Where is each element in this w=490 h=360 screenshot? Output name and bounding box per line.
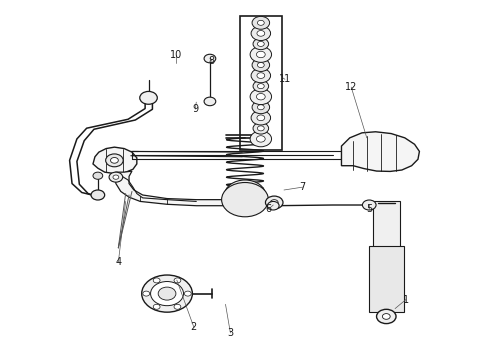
Circle shape [140, 91, 157, 104]
Text: 3: 3 [227, 328, 233, 338]
Circle shape [257, 115, 265, 121]
Circle shape [91, 190, 105, 200]
Circle shape [266, 196, 283, 209]
Text: 11: 11 [279, 74, 291, 84]
Circle shape [109, 172, 122, 182]
Circle shape [382, 314, 390, 319]
Circle shape [204, 54, 216, 63]
Circle shape [363, 200, 376, 210]
Circle shape [250, 89, 271, 104]
Circle shape [270, 200, 278, 205]
Circle shape [153, 304, 160, 309]
Circle shape [251, 111, 270, 125]
Text: 10: 10 [170, 50, 182, 60]
Bar [240, 16, 282, 150]
Circle shape [174, 278, 181, 283]
Circle shape [158, 287, 176, 300]
Circle shape [113, 175, 119, 179]
Circle shape [256, 94, 265, 100]
Bar [373, 202, 400, 249]
Circle shape [250, 131, 271, 147]
Text: 6: 6 [265, 204, 271, 214]
Text: 4: 4 [115, 257, 122, 267]
Circle shape [184, 291, 191, 296]
Text: 2: 2 [191, 322, 197, 332]
Circle shape [142, 275, 193, 312]
Circle shape [257, 31, 265, 36]
Polygon shape [342, 132, 419, 171]
Circle shape [224, 180, 266, 210]
Circle shape [221, 183, 269, 217]
Circle shape [93, 172, 103, 179]
Polygon shape [115, 171, 278, 206]
Text: 8: 8 [209, 57, 215, 66]
Text: 1: 1 [403, 295, 409, 305]
Circle shape [204, 97, 216, 106]
Circle shape [253, 80, 269, 92]
Text: 12: 12 [345, 82, 357, 92]
Circle shape [257, 84, 264, 89]
Circle shape [257, 126, 264, 131]
Circle shape [252, 17, 270, 29]
Circle shape [256, 51, 265, 58]
Circle shape [257, 73, 265, 78]
Circle shape [106, 154, 123, 167]
Circle shape [150, 282, 184, 306]
Circle shape [143, 291, 149, 296]
Circle shape [257, 20, 264, 25]
Circle shape [253, 38, 269, 50]
Circle shape [257, 63, 264, 68]
Circle shape [257, 105, 264, 110]
Circle shape [111, 157, 118, 163]
Circle shape [252, 101, 270, 114]
Circle shape [253, 123, 269, 134]
Circle shape [257, 41, 264, 46]
Text: 7: 7 [299, 182, 306, 192]
Circle shape [256, 136, 265, 142]
Circle shape [174, 304, 181, 309]
Bar [368, 246, 404, 312]
Circle shape [250, 47, 271, 62]
Circle shape [376, 309, 396, 324]
Circle shape [153, 278, 160, 283]
Circle shape [251, 26, 270, 41]
Text: 9: 9 [192, 104, 198, 114]
Circle shape [268, 202, 279, 210]
Polygon shape [93, 147, 137, 174]
Circle shape [251, 68, 270, 83]
Circle shape [252, 59, 270, 72]
Text: 5: 5 [366, 203, 372, 213]
